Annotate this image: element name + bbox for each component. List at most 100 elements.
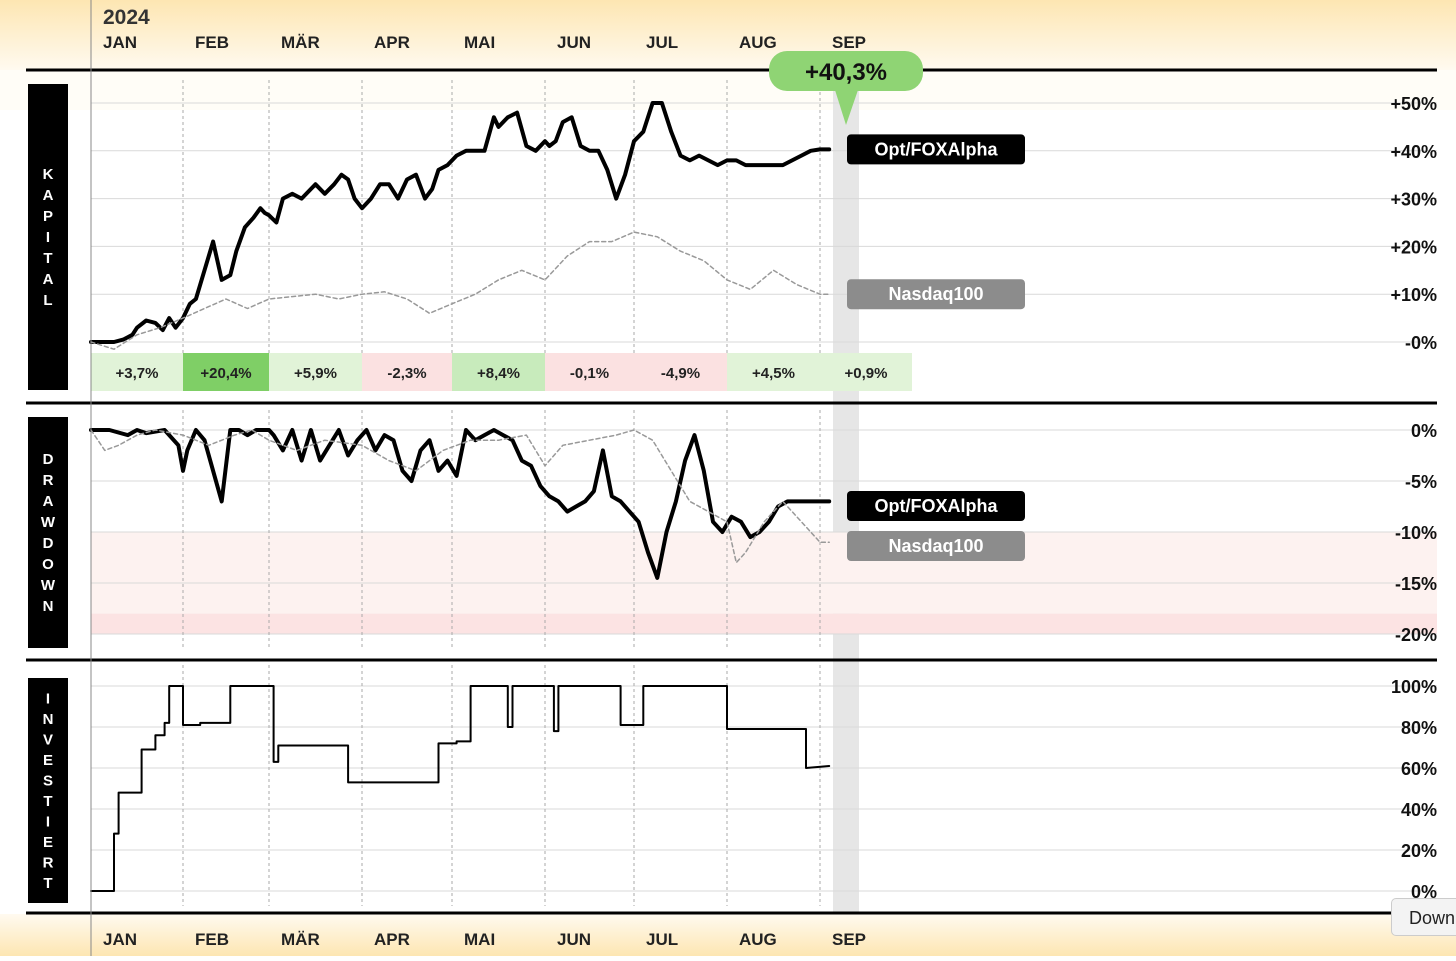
month-label-bottom: JAN bbox=[103, 930, 137, 949]
investiert-side-label-letter: S bbox=[43, 772, 53, 789]
month-label-top: AUG bbox=[739, 33, 777, 52]
monthly-return-cell bbox=[269, 353, 362, 391]
investiert-side-label-letter: N bbox=[43, 711, 54, 728]
kapital-side-label-letter: P bbox=[43, 208, 53, 225]
investiert-side-label-letter: R bbox=[43, 854, 54, 871]
kapital-tick-label: +20% bbox=[1390, 237, 1437, 257]
kapital-side-label-letter: I bbox=[46, 229, 50, 246]
highlight-bubble bbox=[769, 51, 923, 91]
monthly-return-cell bbox=[727, 353, 820, 391]
kapital-end-label-box bbox=[847, 134, 1025, 165]
kapital-tick-label: -0% bbox=[1405, 333, 1437, 353]
investiert-tick-label: 40% bbox=[1401, 800, 1437, 820]
investiert-tick-label: 60% bbox=[1401, 759, 1437, 779]
drawdown-tick-label: -20% bbox=[1395, 625, 1437, 645]
drawdown-side-bar bbox=[28, 417, 68, 648]
kapital-side-label-letter: A bbox=[43, 187, 54, 204]
monthly-return-label: +20,4% bbox=[200, 365, 251, 382]
monthly-return-label: -4,9% bbox=[661, 365, 700, 382]
drawdown-series-nasdaq100 bbox=[90, 429, 830, 564]
monthly-return-cell bbox=[545, 353, 634, 391]
kapital-end-label-box bbox=[847, 279, 1025, 310]
kapital-side-label-letter: A bbox=[43, 271, 54, 288]
month-label-top: MAI bbox=[464, 33, 495, 52]
drawdown-tick-label: -15% bbox=[1395, 574, 1437, 594]
investiert-tick-label: 0% bbox=[1411, 882, 1437, 902]
investiert-side-label-letter: E bbox=[43, 834, 53, 851]
drawdown-tick-label: -10% bbox=[1395, 523, 1437, 543]
monthly-return-label: -0,1% bbox=[570, 365, 609, 382]
kapital-end-label-text: Nasdaq100 bbox=[888, 284, 983, 304]
month-label-top: JAN bbox=[103, 33, 137, 52]
investiert-side-bar bbox=[28, 678, 68, 903]
drawdown-side-label-letter: R bbox=[43, 472, 54, 489]
month-label-top: SEP bbox=[832, 33, 866, 52]
year-label: 2024 bbox=[103, 6, 150, 29]
kapital-side-label-letter: T bbox=[43, 250, 52, 267]
investiert-side-label-letter: I bbox=[46, 690, 50, 707]
investiert-side-label-letter: V bbox=[43, 731, 53, 748]
investiert-side-label-letter: E bbox=[43, 752, 53, 769]
month-label-bottom: FEB bbox=[195, 930, 229, 949]
month-label-top: JUN bbox=[557, 33, 591, 52]
investiert-tick-label: 20% bbox=[1401, 841, 1437, 861]
monthly-return-cell bbox=[452, 353, 545, 391]
investiert-side-label-letter: T bbox=[43, 793, 52, 810]
month-label-bottom: APR bbox=[374, 930, 410, 949]
monthly-return-cell bbox=[91, 353, 183, 391]
month-label-bottom: MAI bbox=[464, 930, 495, 949]
monthly-return-label: +8,4% bbox=[477, 365, 520, 382]
investiert-tick-label: 100% bbox=[1391, 677, 1437, 697]
drawdown-end-label-text: Opt/FOXAlpha bbox=[875, 496, 999, 516]
download-button[interactable]: Down bbox=[1391, 898, 1456, 936]
investiert-side-label-letter: I bbox=[46, 813, 50, 830]
kapital-tick-label: +30% bbox=[1390, 190, 1437, 210]
drawdown-side-label-letter: O bbox=[42, 556, 54, 573]
drawdown-side-label-letter: N bbox=[43, 598, 54, 615]
drawdown-tick-label: -5% bbox=[1405, 472, 1437, 492]
drawdown-tick-label: 0% bbox=[1411, 421, 1437, 441]
drawdown-side-label-letter: W bbox=[41, 577, 56, 594]
kapital-tick-label: +50% bbox=[1390, 94, 1437, 114]
monthly-return-label: +3,7% bbox=[116, 365, 159, 382]
month-label-bottom: JUN bbox=[557, 930, 591, 949]
month-label-bottom: SEP bbox=[832, 930, 866, 949]
monthly-return-label: +4,5% bbox=[752, 365, 795, 382]
monthly-return-label: +5,9% bbox=[294, 365, 337, 382]
drawdown-side-label-letter: A bbox=[43, 493, 54, 510]
kapital-tick-label: +40% bbox=[1390, 142, 1437, 162]
kapital-tick-label: +10% bbox=[1390, 285, 1437, 305]
drawdown-band-1 bbox=[91, 532, 1437, 614]
kapital-end-label-text: Opt/FOXAlpha bbox=[875, 139, 999, 159]
monthly-return-cell bbox=[362, 353, 452, 391]
drawdown-side-label-letter: W bbox=[41, 514, 56, 531]
month-label-top: JUL bbox=[646, 33, 678, 52]
investiert-tick-label: 80% bbox=[1401, 718, 1437, 738]
drawdown-side-label-letter: D bbox=[43, 451, 54, 468]
highlight-bubble-value: +40,3% bbox=[805, 59, 887, 86]
monthly-return-label: +0,9% bbox=[845, 365, 888, 382]
monthly-return-cell bbox=[634, 353, 727, 391]
investiert-series-investiert bbox=[90, 685, 831, 892]
kapital-series-opt-foxalpha bbox=[89, 101, 832, 344]
month-label-bottom: MÄR bbox=[281, 930, 320, 949]
plot-background-top bbox=[0, 70, 1456, 110]
month-label-bottom: AUG bbox=[739, 930, 777, 949]
top-header-background bbox=[0, 0, 1456, 70]
investiert-side-label-letter: T bbox=[43, 875, 52, 892]
kapital-series-nasdaq100 bbox=[90, 231, 830, 350]
kapital-side-bar bbox=[28, 84, 68, 390]
kapital-side-label-letter: K bbox=[43, 166, 54, 183]
bottom-footer-background bbox=[0, 914, 1456, 956]
monthly-return-cell bbox=[183, 353, 269, 391]
drawdown-side-label-letter: D bbox=[43, 535, 54, 552]
monthly-return-label: -2,3% bbox=[387, 365, 426, 382]
drawdown-end-label-box bbox=[847, 531, 1025, 561]
drawdown-end-label-text: Nasdaq100 bbox=[888, 536, 983, 556]
month-label-bottom: JUL bbox=[646, 930, 678, 949]
drawdown-band-2 bbox=[91, 613, 1437, 634]
drawdown-end-label-box bbox=[847, 491, 1025, 521]
month-label-top: MÄR bbox=[281, 33, 320, 52]
